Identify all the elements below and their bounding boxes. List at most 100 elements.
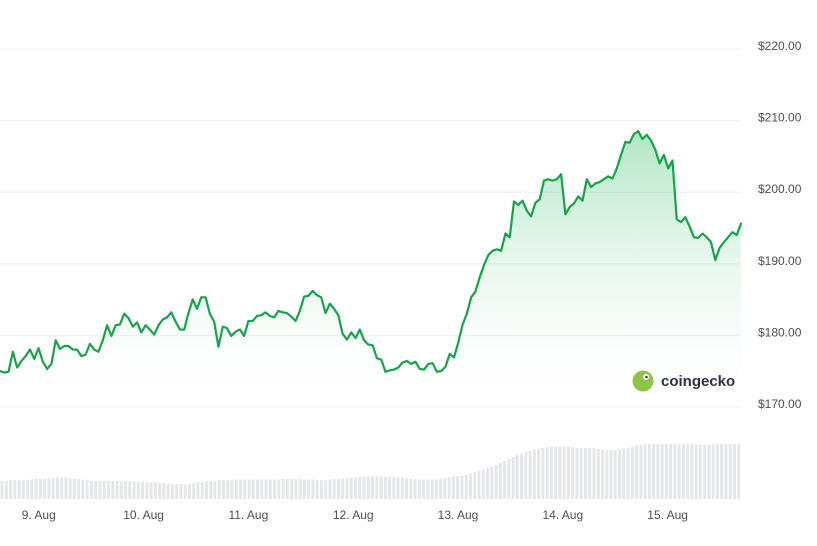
price-point (282, 311, 284, 313)
price-point (89, 343, 91, 345)
price-point (119, 323, 121, 326)
price-point (183, 328, 185, 331)
volume-bar (51, 478, 55, 499)
price-point (633, 133, 635, 135)
price-point (483, 264, 485, 266)
volume-bar (345, 478, 349, 499)
volume-bar (187, 483, 191, 499)
price-point (521, 200, 524, 202)
price-point (590, 186, 592, 188)
volume-bar (409, 478, 413, 499)
volume-bar (247, 479, 251, 499)
volume-bar (503, 460, 506, 499)
price-point (560, 173, 562, 175)
price-point (346, 338, 348, 341)
price-point (217, 346, 220, 348)
price-points (0, 130, 742, 374)
price-point (620, 154, 622, 156)
price-point (573, 202, 575, 205)
price-point (414, 361, 417, 363)
price-point (42, 361, 44, 363)
price-point (25, 355, 27, 357)
price-point (239, 328, 241, 331)
price-point (526, 210, 528, 212)
volume-bar (170, 484, 174, 499)
price-point (7, 371, 10, 373)
y-tick-label: $210.00 (758, 111, 802, 125)
price-point (697, 237, 699, 239)
price-point (363, 339, 365, 341)
price-point (359, 328, 361, 331)
volume-bar (405, 478, 409, 499)
price-point (693, 236, 695, 238)
price-point (127, 317, 130, 319)
price-point (594, 182, 596, 185)
volume-bar (699, 444, 702, 499)
price-point (234, 331, 237, 333)
price-point (689, 225, 691, 228)
volume-bar (571, 447, 575, 499)
volume-bar (230, 479, 234, 499)
price-point (342, 333, 344, 335)
price-point (491, 250, 494, 252)
volume-bar (307, 479, 311, 499)
volume-bar (371, 476, 374, 499)
volume-bar (124, 480, 127, 499)
volume-bar (567, 446, 570, 499)
price-point (20, 360, 23, 362)
volume-bar (273, 479, 277, 499)
volume-bar (669, 444, 673, 499)
price-point (376, 357, 378, 359)
price-point (67, 345, 70, 347)
volume-bars (0, 443, 741, 499)
volume-bar (90, 480, 93, 499)
volume-bar (209, 480, 213, 499)
volume-bar (537, 448, 541, 499)
price-point (496, 248, 498, 250)
price-point (55, 339, 57, 341)
price-point (740, 222, 742, 225)
price-point (650, 139, 652, 142)
price-point (723, 241, 725, 243)
volume-bar (55, 477, 59, 499)
price-point (641, 138, 644, 140)
volume-bar (128, 480, 132, 499)
volume-bar (111, 480, 115, 499)
y-tick-label: $200.00 (758, 182, 802, 196)
price-point (680, 221, 682, 223)
price-point (269, 315, 271, 317)
price-point (132, 326, 134, 328)
price-point (175, 321, 177, 323)
volume-bar (320, 480, 323, 499)
price-point (333, 308, 335, 310)
volume-bar (26, 480, 30, 499)
volume-bar (98, 480, 102, 499)
price-point (153, 333, 155, 336)
volume-bar (17, 480, 21, 499)
volume-bar (64, 477, 68, 499)
price-point (461, 323, 464, 326)
price-point (389, 369, 391, 371)
volume-bar (562, 446, 566, 499)
price-point (166, 316, 168, 318)
price-point (470, 296, 472, 298)
price-point (312, 290, 314, 292)
volume-bar (354, 477, 357, 499)
price-point (85, 354, 87, 356)
volume-bar (358, 476, 362, 499)
price-point (337, 314, 339, 316)
volume-bar (456, 476, 460, 499)
y-tick-label: $170.00 (758, 397, 802, 411)
volume-bar (647, 444, 651, 499)
volume-bar (264, 479, 268, 499)
volume-bar (311, 479, 315, 499)
price-point (539, 198, 541, 200)
x-axis-ticks: 9. Aug 10. Aug 11. Aug 12. Aug 13. Aug 14. Au… (22, 508, 688, 522)
volume-bar (434, 479, 438, 499)
price-point (504, 232, 507, 235)
price-point (157, 324, 160, 326)
price-point (46, 368, 48, 370)
volume-bar (341, 478, 345, 499)
volume-bar (656, 444, 660, 499)
